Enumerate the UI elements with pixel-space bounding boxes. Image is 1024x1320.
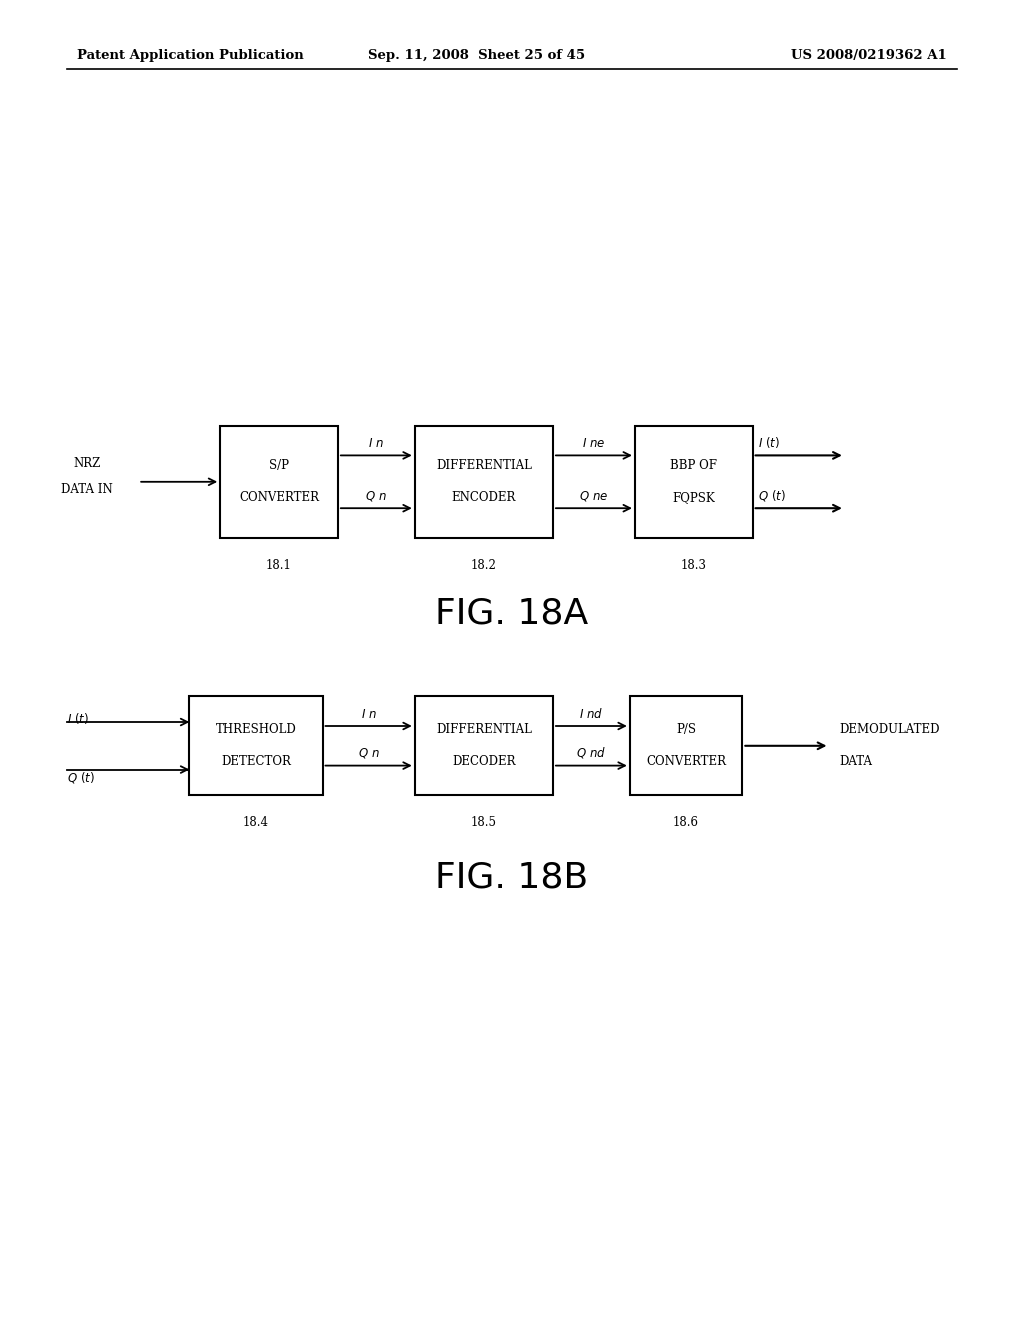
Text: DECODER: DECODER <box>452 755 516 768</box>
Text: US 2008/0219362 A1: US 2008/0219362 A1 <box>792 49 947 62</box>
Text: DATA IN: DATA IN <box>61 483 113 496</box>
Bar <box>415 425 553 539</box>
Text: CONVERTER: CONVERTER <box>646 755 726 768</box>
Text: DATA: DATA <box>840 755 872 768</box>
Text: $Q\ nd$: $Q\ nd$ <box>577 746 606 760</box>
Bar <box>635 425 753 539</box>
Text: Patent Application Publication: Patent Application Publication <box>77 49 303 62</box>
Text: $I\ (t)$: $I\ (t)$ <box>67 710 89 726</box>
Text: BBP OF: BBP OF <box>671 459 717 473</box>
Text: $I\ nd$: $I\ nd$ <box>580 706 603 721</box>
Text: $Q\ (t)$: $Q\ (t)$ <box>758 488 785 503</box>
Text: $Q\ n$: $Q\ n$ <box>366 488 387 503</box>
Bar <box>189 697 323 795</box>
Text: 18.3: 18.3 <box>681 560 707 572</box>
Text: FIG. 18A: FIG. 18A <box>435 597 589 631</box>
Bar <box>415 697 553 795</box>
Text: Sep. 11, 2008  Sheet 25 of 45: Sep. 11, 2008 Sheet 25 of 45 <box>368 49 585 62</box>
Text: NRZ: NRZ <box>74 457 100 470</box>
Text: DIFFERENTIAL: DIFFERENTIAL <box>436 723 531 737</box>
Text: DEMODULATED: DEMODULATED <box>840 723 940 737</box>
Text: 18.4: 18.4 <box>243 816 269 829</box>
Text: DIFFERENTIAL: DIFFERENTIAL <box>436 459 531 473</box>
Text: $I\ n$: $I\ n$ <box>360 708 377 721</box>
Text: 18.2: 18.2 <box>471 560 497 572</box>
Text: 18.1: 18.1 <box>266 560 292 572</box>
Text: DETECTOR: DETECTOR <box>221 755 291 768</box>
Text: CONVERTER: CONVERTER <box>239 491 319 504</box>
Text: 18.6: 18.6 <box>673 816 699 829</box>
Text: 18.5: 18.5 <box>471 816 497 829</box>
Text: $Q\ ne$: $Q\ ne$ <box>580 488 608 503</box>
Text: $Q\ (t)$: $Q\ (t)$ <box>67 770 94 785</box>
Text: $I\ ne$: $I\ ne$ <box>583 437 605 450</box>
Bar <box>220 425 338 539</box>
Text: FQPSK: FQPSK <box>673 491 715 504</box>
Text: P/S: P/S <box>676 723 696 737</box>
Text: S/P: S/P <box>269 459 289 473</box>
Text: FIG. 18B: FIG. 18B <box>435 861 589 895</box>
Text: THRESHOLD: THRESHOLD <box>216 723 296 737</box>
Text: $Q\ n$: $Q\ n$ <box>357 746 380 760</box>
Text: $I\ n$: $I\ n$ <box>369 437 384 450</box>
Text: ENCODER: ENCODER <box>452 491 516 504</box>
Text: $I\ (t)$: $I\ (t)$ <box>758 436 780 450</box>
Bar <box>630 697 742 795</box>
